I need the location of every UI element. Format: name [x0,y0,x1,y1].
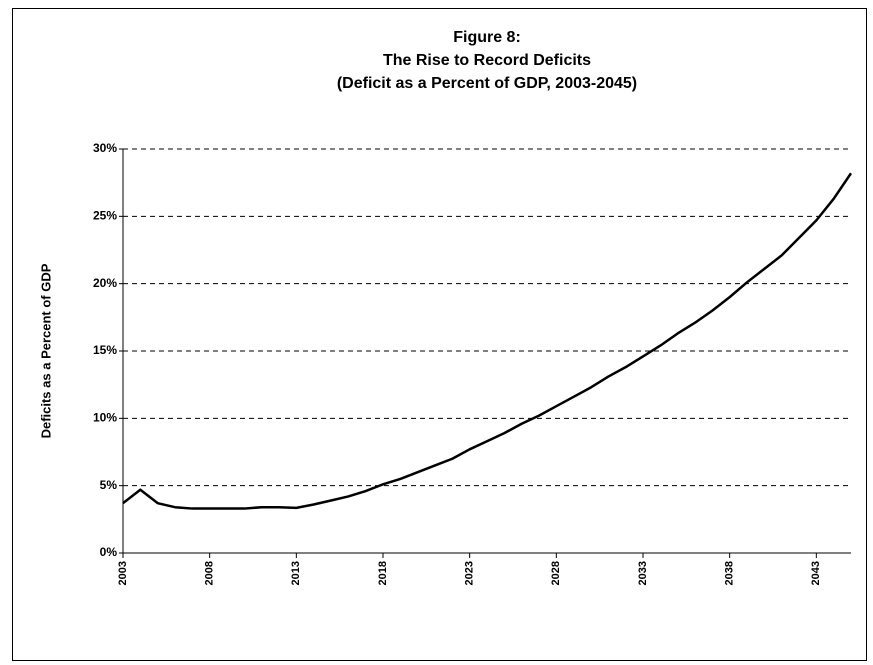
chart-frame [12,8,867,661]
y-tick-label: 0% [100,545,118,559]
y-tick-label: 5% [100,478,118,492]
x-tick-label: 2013 [290,561,302,585]
y-axis-label: Deficits as a Percent of GDP [38,263,53,438]
y-tick-label: 15% [93,343,117,357]
chart-title: The Rise to Record Deficits [383,52,591,69]
data-line [122,172,853,510]
x-tick-label: 2003 [117,561,129,585]
y-tick-label: 25% [93,209,117,223]
chart-title: Figure 8: [453,29,521,46]
x-tick-label: 2028 [550,561,562,585]
x-tick-label: 2033 [637,561,649,585]
chart-title: (Deficit as a Percent of GDP, 2003-2045) [337,75,637,92]
x-tick-label: 2018 [377,561,389,585]
x-tick-label: 2008 [204,561,216,585]
x-tick-label: 2038 [724,561,736,585]
y-tick-label: 30% [93,141,117,155]
y-tick-label: 10% [93,411,117,425]
x-tick-label: 2023 [464,561,476,585]
x-tick-label: 2043 [810,561,822,585]
y-tick-label: 20% [93,276,117,290]
